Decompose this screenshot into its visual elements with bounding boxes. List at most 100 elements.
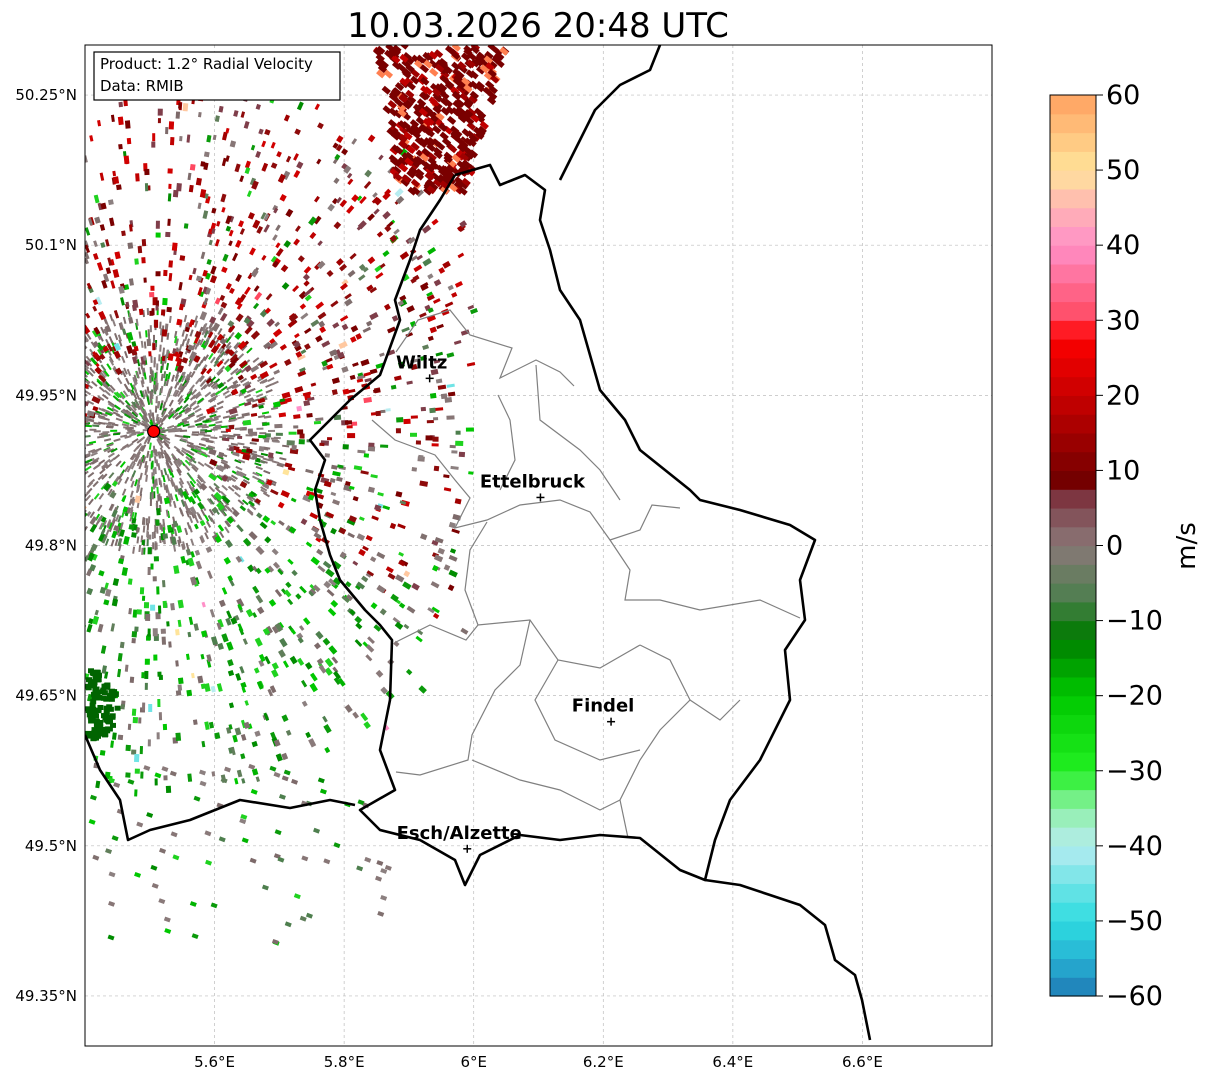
radar-echo [238,402,246,407]
radar-echo [457,252,465,259]
radar-echo [59,486,66,492]
radar-echo [322,560,332,569]
radar-echo [113,525,120,532]
radar-echo [379,60,389,69]
radar-echo [153,654,158,661]
radar-echo [101,665,107,674]
radar-echo [94,463,101,470]
radar-echo [89,357,98,366]
radar-echo [315,417,324,422]
radar-echo [343,165,352,174]
radar-echo [461,177,471,187]
radar-echo [94,366,103,375]
radar-echo [352,496,359,502]
radar-echo [375,53,385,63]
radar-echo [193,488,201,496]
radar-echo [370,474,378,479]
radar-echo [105,529,110,537]
radar-echo [303,400,311,407]
radar-echo [176,448,183,455]
radar-echo [305,468,314,474]
radar-echo [214,115,220,122]
radar-echo [200,161,206,167]
radar-echo [38,404,45,408]
radar-echo [357,220,367,230]
radar-echo [128,430,136,433]
radar-echo [394,621,404,630]
radar-echo [233,383,241,390]
radar-echo [53,377,60,382]
radar-echo [344,704,353,713]
radar-echo [118,322,123,330]
radar-echo [414,155,424,165]
radar-echo [219,337,227,345]
radar-echo [114,251,121,260]
radar-echo [65,429,72,431]
radar-echo [62,425,69,427]
radar-echo [226,384,234,391]
radar-echo [188,461,195,468]
radar-echo [326,363,334,370]
radar-echo [203,383,210,390]
radar-echo [365,644,375,653]
radar-echo [93,492,100,500]
radar-echo [267,377,275,382]
radar-echo [332,142,339,149]
radar-echo [210,493,217,501]
radar-echo [186,441,194,446]
radar-echo [115,514,120,522]
radar-echo [201,364,208,372]
radar-echo [93,722,100,728]
radar-echo [139,472,143,480]
radar-echo [200,367,208,375]
radar-echo [48,433,55,435]
radar-echo [39,405,46,409]
radar-echo [465,427,474,432]
radar-echo [100,687,107,693]
colorbar-segment [1050,470,1096,490]
radar-echo [466,59,476,69]
radar-echo [363,371,371,377]
radar-echo [224,348,231,355]
radar-echo [47,423,54,425]
radar-echo [167,424,175,430]
radar-echo [458,186,468,196]
radar-echo [207,396,215,403]
radar-echo [172,348,177,354]
radar-echo [108,522,113,530]
radar-echo [120,434,128,438]
radar-echo [253,667,260,674]
radar-echo [263,224,270,233]
radar-echo [241,837,249,844]
radar-echo [403,570,411,578]
colorbar-segments [1050,95,1096,997]
radar-echo [221,633,229,643]
radar-echo [46,440,53,443]
radar-echo [418,91,429,101]
radar-echo [313,215,322,225]
radar-echo [165,378,170,387]
radar-echo [388,154,398,164]
radar-echo [72,509,78,516]
radar-echo [130,462,136,470]
radar-echo [281,714,289,722]
radar-echo [87,552,96,562]
radar-echo [151,141,156,148]
radar-echo [26,459,33,463]
radar-echo [281,752,289,761]
radar-echo [415,168,425,178]
radar-echo [221,266,228,274]
radar-echo [174,390,180,398]
radar-echo [165,785,172,793]
radar-echo [17,428,24,430]
radar-echo [37,419,44,422]
radar-echo [121,488,127,496]
radar-echo [97,435,105,439]
radar-echo [202,419,210,423]
axis-ticks: 5.6°E 5.8°E 6°E 6.2°E 6.4°E 6.6°E50.25°N50.1°… [15,86,883,1071]
radar-echo [155,378,158,386]
radar-echo [226,610,233,619]
radar-echo [193,523,199,530]
radar-echo [328,645,338,655]
